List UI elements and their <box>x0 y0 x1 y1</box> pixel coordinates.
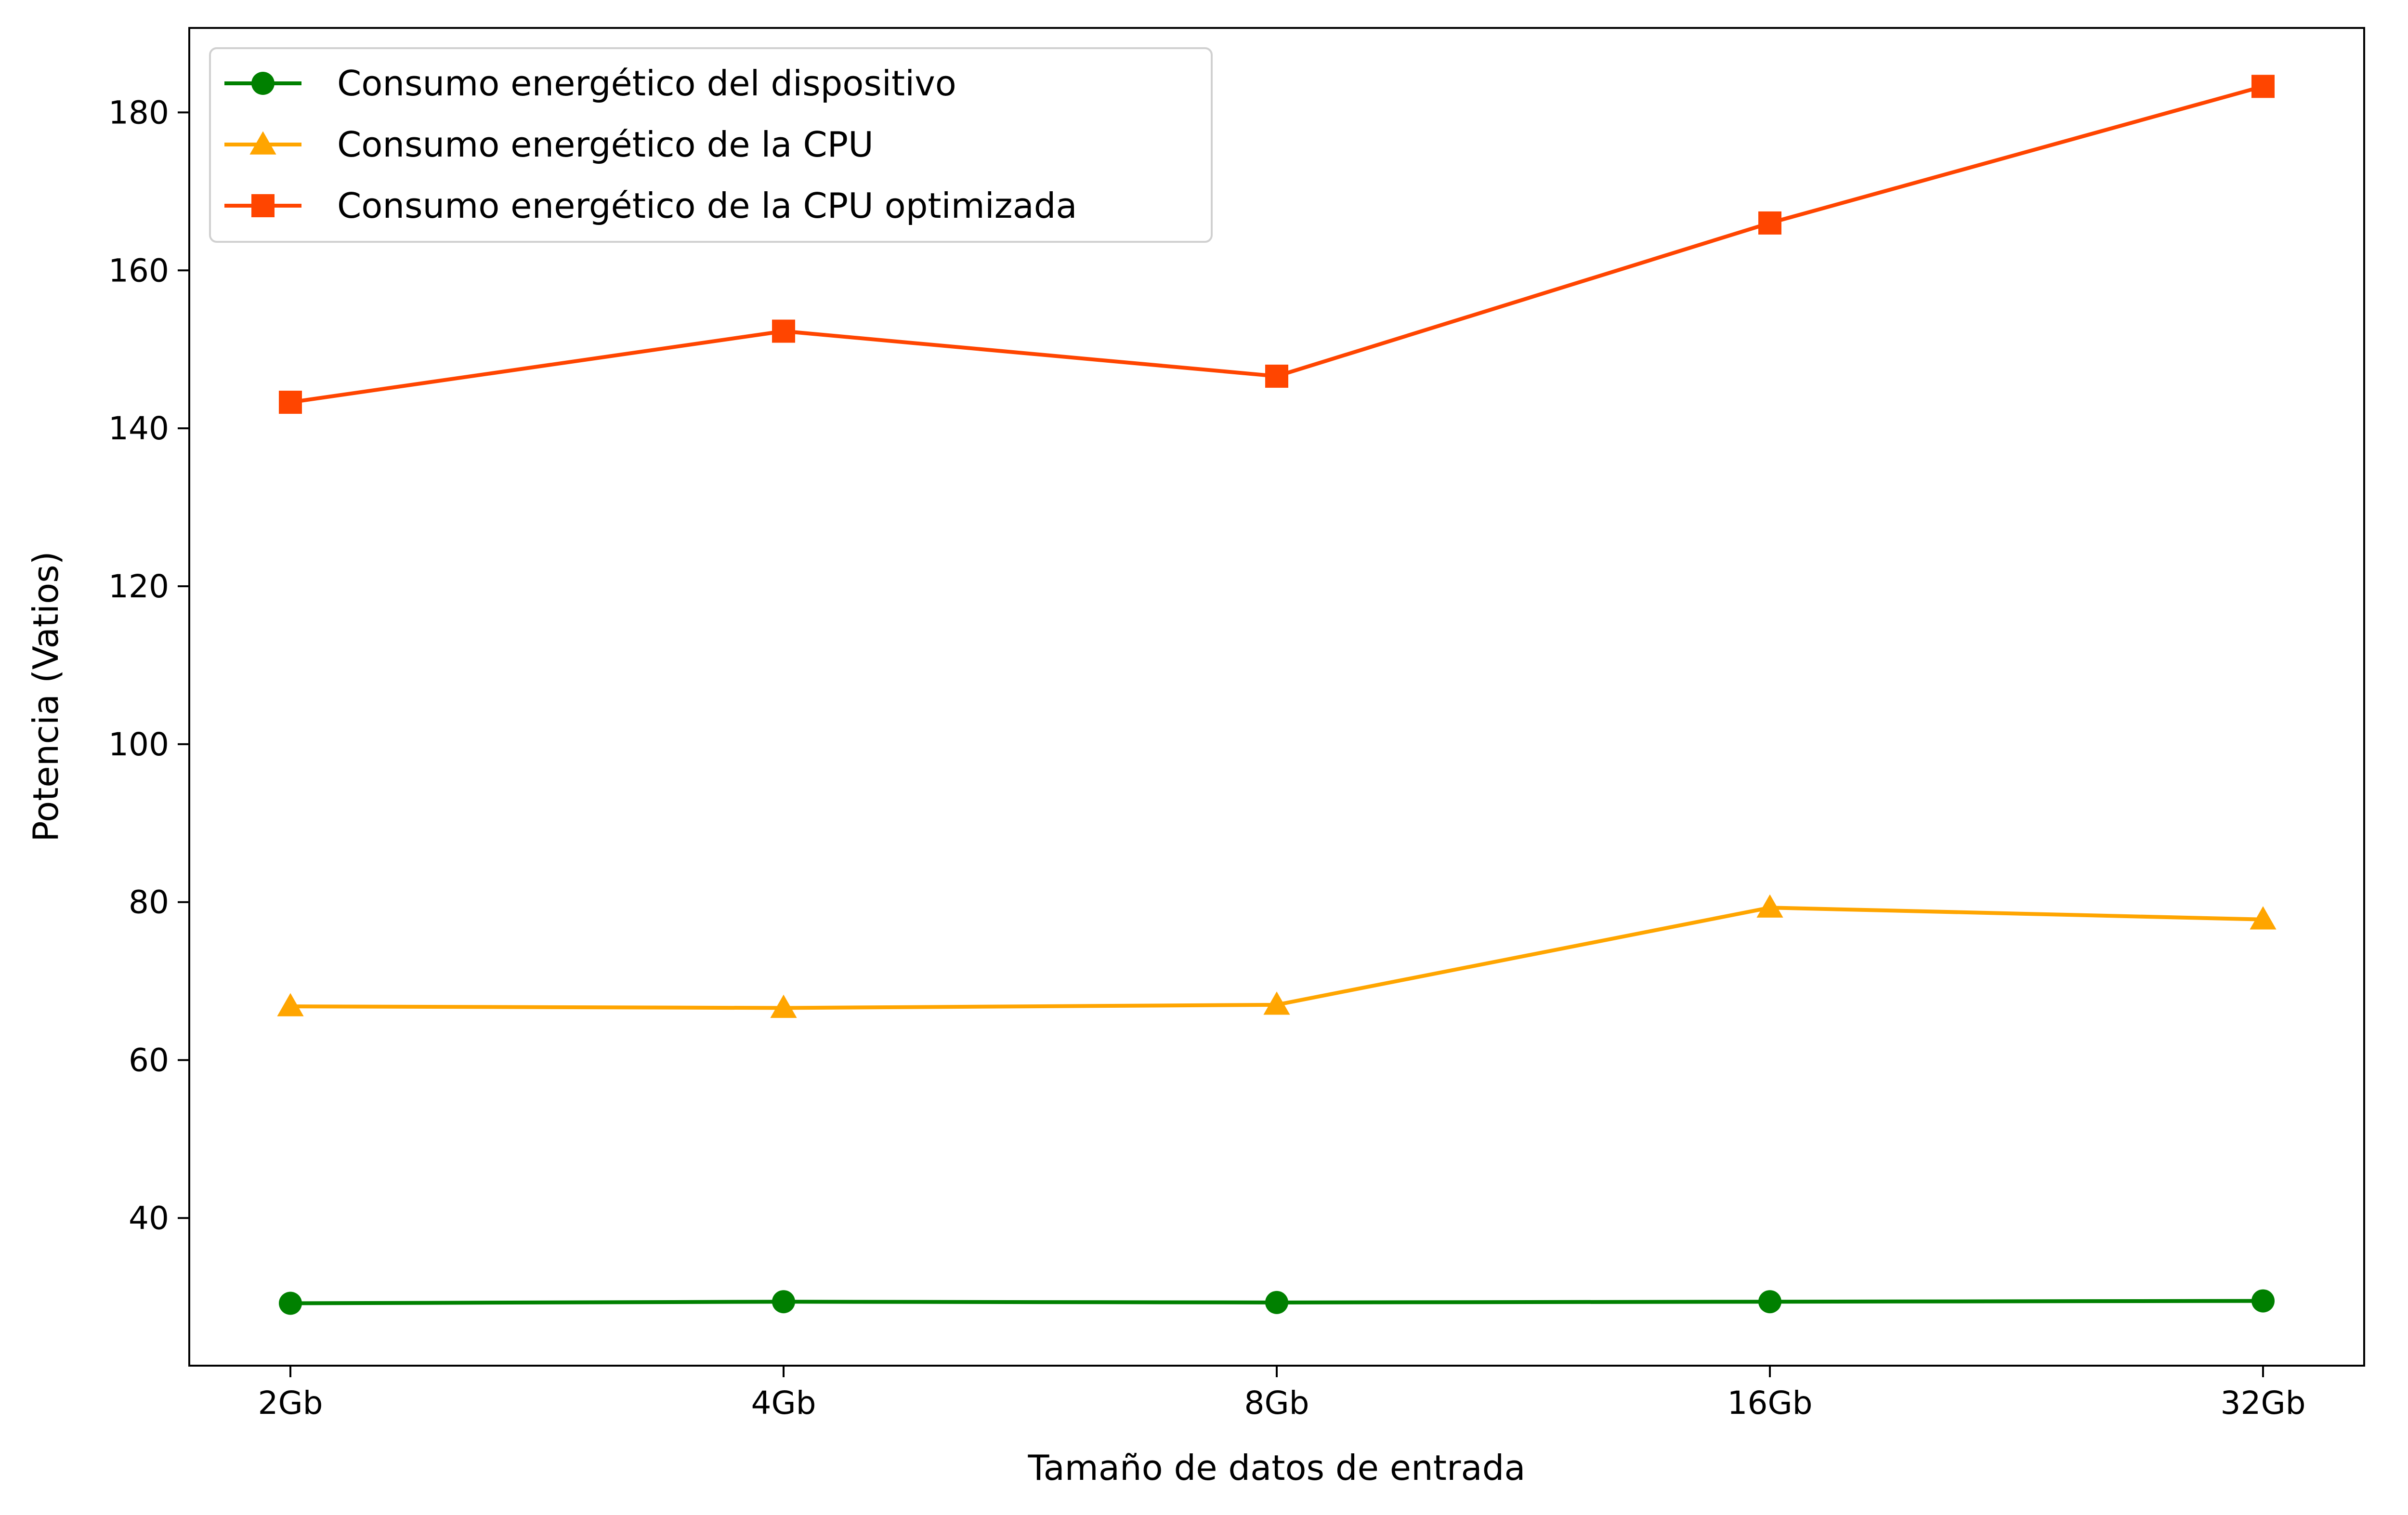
series-1-point <box>1265 1291 1288 1314</box>
x-tick-label: 2Gb <box>258 1384 323 1422</box>
legend-label-1: Consumo energético del dispositivo <box>337 63 956 104</box>
series-2-point <box>277 993 304 1016</box>
x-axis-label: Tamaño de datos de entrada <box>1028 1448 1526 1488</box>
markers-layer <box>277 75 2277 1315</box>
ticks-layer: 2Gb 4Gb 8Gb 16Gb 32Gb 40 60 80 100 120 140 160 180 <box>108 94 2306 1422</box>
y-tick-label: 80 <box>129 884 169 921</box>
legend-marker-3 <box>251 194 275 217</box>
series-3-point <box>1758 211 1781 235</box>
x-tick-label: 4Gb <box>751 1384 816 1422</box>
legend-marker-1 <box>251 72 275 95</box>
lines-layer <box>290 84 2264 1305</box>
series-2-point <box>770 994 797 1018</box>
series-3-point <box>772 319 795 343</box>
y-tick-label: 100 <box>108 726 169 763</box>
legend-items: Consumo energético del dispositivo Consum… <box>224 63 1077 226</box>
series-1-point <box>772 1290 795 1314</box>
series-1-point <box>1758 1290 1781 1314</box>
series-1-point <box>2251 1289 2275 1313</box>
x-tick-label: 8Gb <box>1244 1384 1309 1422</box>
y-tick-label: 180 <box>108 94 169 131</box>
series-2-point <box>1756 894 1783 918</box>
legend-label-2: Consumo energético de la CPU <box>337 124 874 165</box>
series-3-point <box>279 391 302 414</box>
y-tick-label: 60 <box>129 1042 169 1079</box>
y-axis-label: Potencia (Vatios) <box>26 551 66 842</box>
legend: Consumo energético del dispositivo Consum… <box>209 47 1213 243</box>
y-tick-label: 40 <box>129 1199 169 1237</box>
series-3-point <box>2251 75 2275 98</box>
y-tick-label: 140 <box>108 410 169 447</box>
series-1-point <box>279 1291 302 1315</box>
series-2-point <box>2250 906 2277 930</box>
series-3-point <box>1265 364 1288 388</box>
y-tick-label: 120 <box>108 568 169 605</box>
legend-marker-2 <box>249 131 276 155</box>
plot-area-frame <box>188 27 2365 1367</box>
x-tick-label: 32Gb <box>2220 1384 2305 1422</box>
x-tick-label: 16Gb <box>1727 1384 1812 1422</box>
series-2-point <box>1263 991 1290 1015</box>
legend-box <box>209 47 1213 243</box>
y-tick-label: 160 <box>108 252 169 289</box>
legend-label-3: Consumo energético de la CPU optimizada <box>337 185 1077 226</box>
